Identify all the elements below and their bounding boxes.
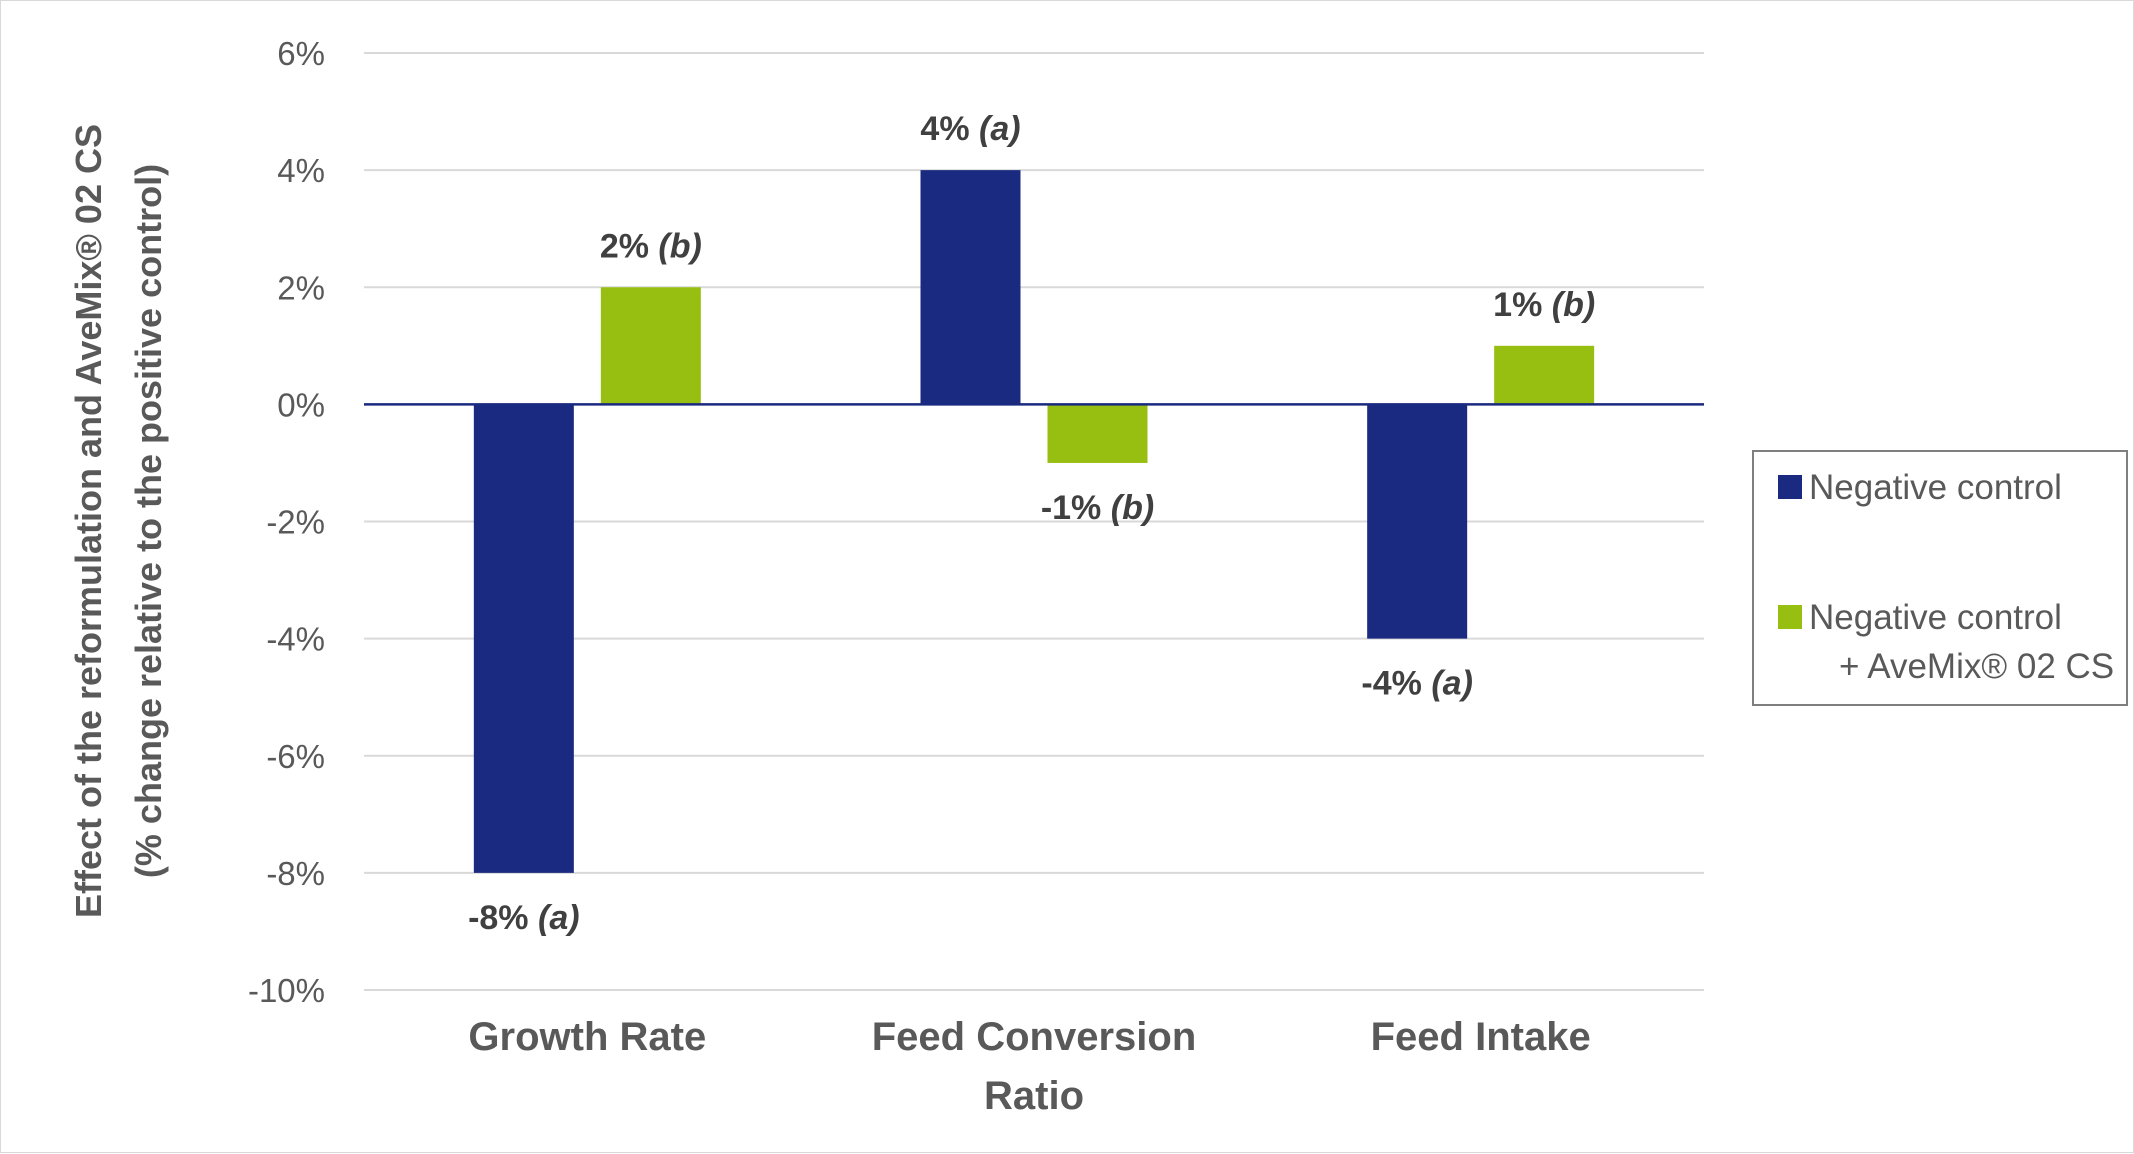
data-label: 1% (b) — [1493, 286, 1595, 324]
y-tick-label: -6% — [266, 738, 325, 775]
y-tick-label: -4% — [266, 621, 325, 658]
legend-label: Negative control — [1809, 468, 2062, 507]
y-tick-label: -8% — [266, 855, 325, 892]
y-axis-title: Effect of the reformulation and AveMix® … — [68, 124, 169, 918]
category-label: Growth Rate — [468, 1015, 706, 1059]
bar — [473, 404, 574, 873]
bar — [1047, 404, 1148, 463]
bar — [1367, 404, 1468, 639]
data-label: 2% (b) — [600, 227, 702, 265]
bar — [920, 170, 1021, 405]
y-tick-label: 2% — [277, 269, 325, 306]
category-label: Feed Conversion Ratio — [872, 1015, 1197, 1118]
legend-swatch — [1778, 475, 1802, 499]
y-tick-label: -2% — [266, 504, 325, 541]
legend-label: Negative control + AveMix® 02 CS — [1809, 598, 2114, 686]
data-label: -4% (a) — [1361, 665, 1472, 703]
y-tick-label: -10% — [248, 972, 325, 1009]
y-tick-label: 0% — [277, 386, 325, 423]
y-tick-label: 4% — [277, 152, 325, 189]
bar — [1494, 345, 1595, 405]
data-label: -1% (b) — [1041, 489, 1154, 527]
data-label: -8% (a) — [468, 899, 579, 937]
y-tick-label: 6% — [277, 35, 325, 72]
category-label: Feed Intake — [1371, 1015, 1591, 1059]
bar — [600, 287, 701, 405]
legend-box — [1752, 450, 2128, 706]
legend-swatch — [1778, 605, 1802, 629]
data-label: 4% (a) — [920, 110, 1020, 148]
